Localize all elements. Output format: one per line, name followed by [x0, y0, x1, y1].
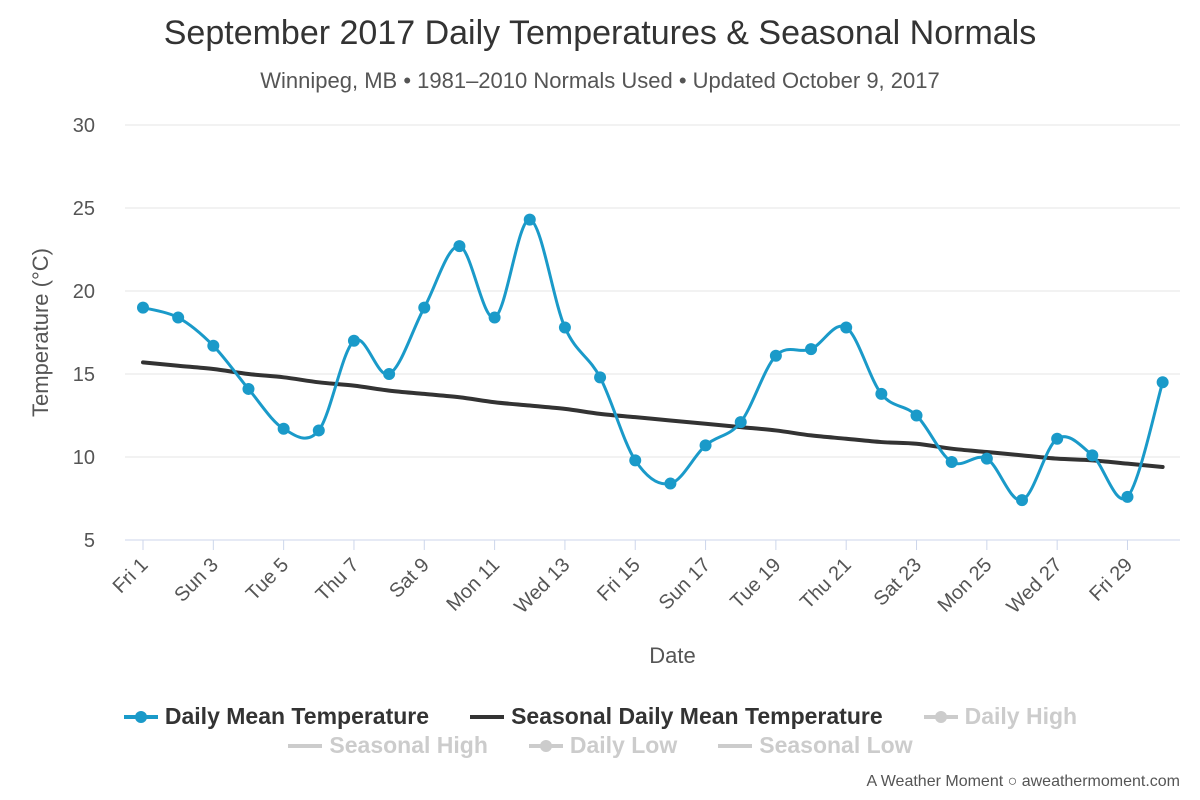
- chart-title: September 2017 Daily Temperatures & Seas…: [163, 14, 1037, 52]
- y-tick-label: 5: [84, 530, 95, 552]
- y-tick-label: 25: [73, 198, 95, 220]
- x-tick-label: Tue 5: [242, 554, 293, 605]
- data-point-daily-mean: [805, 343, 818, 356]
- x-tick-label: Sat 23: [870, 554, 926, 610]
- x-tick-label: Fri 15: [593, 554, 645, 606]
- data-point-daily-mean: [418, 301, 431, 314]
- data-point-daily-mean: [734, 416, 747, 429]
- data-point-daily-mean: [453, 240, 466, 253]
- x-tick-label: Sun 3: [170, 554, 223, 607]
- data-point-daily-mean: [558, 321, 571, 334]
- data-point-daily-mean: [699, 439, 712, 452]
- legend-row-2: Seasonal High Daily Low Seasonal Low: [0, 732, 1200, 759]
- data-point-daily-mean: [840, 321, 853, 334]
- x-tick-label: Wed 27: [1003, 554, 1067, 618]
- y-axis-title: Temperature (°C): [28, 248, 53, 417]
- legend-label: Daily Mean Temperature: [164, 703, 430, 729]
- y-tick-label: 10: [73, 447, 95, 469]
- data-point-daily-mean: [277, 422, 290, 435]
- data-point-daily-mean: [137, 301, 149, 314]
- legend-item-daily-low[interactable]: Daily Low: [528, 732, 677, 759]
- data-point-daily-mean: [523, 213, 536, 226]
- legend-item-seasonal-mean[interactable]: Seasonal Daily Mean Temperature: [469, 703, 883, 730]
- x-tick-label: Mon 25: [934, 554, 997, 617]
- x-tick-label: Thu 7: [312, 554, 364, 606]
- legend-line-icon: [470, 714, 505, 719]
- data-point-daily-mean: [945, 455, 958, 468]
- legend-item-daily-mean[interactable]: Daily Mean Temperature: [123, 703, 429, 730]
- x-tick-label: Thu 21: [796, 554, 856, 614]
- series-line-daily-mean: [141, 218, 1165, 502]
- y-tick-label: 15: [73, 364, 95, 386]
- x-tick-label: Fri 29: [1085, 554, 1137, 606]
- x-axis-title: Date: [649, 643, 695, 668]
- data-point-daily-mean: [910, 409, 923, 422]
- data-point-daily-mean: [1016, 494, 1028, 507]
- x-tick-label: Wed 13: [510, 554, 574, 618]
- legend-row-1: Daily Mean Temperature Seasonal Daily Me…: [0, 703, 1200, 730]
- legend-label: Daily Low: [569, 732, 678, 758]
- data-point-daily-mean: [980, 452, 993, 465]
- data-point-daily-mean: [242, 382, 255, 395]
- data-point-daily-mean: [1156, 376, 1169, 389]
- x-tick-label: Fri 1: [109, 554, 153, 598]
- legend-label: Seasonal Daily Mean Temperature: [511, 703, 883, 729]
- legend-item-seasonal-low[interactable]: Seasonal Low: [717, 732, 913, 759]
- data-point-daily-mean: [594, 371, 607, 384]
- x-tick-label: Mon 11: [442, 554, 504, 616]
- legend-line-marker-icon: [923, 710, 958, 723]
- data-point-daily-mean: [207, 339, 220, 352]
- credits-link[interactable]: A Weather Moment ○ aweathermoment.com: [866, 773, 1181, 790]
- data-point-daily-mean: [347, 334, 360, 347]
- legend-line-marker-icon: [123, 710, 158, 723]
- chart-subtitle: Winnipeg, MB • 1981–2010 Normals Used • …: [260, 68, 940, 93]
- data-point-daily-mean: [875, 387, 888, 400]
- y-tick-label: 30: [73, 115, 95, 137]
- data-point-daily-mean: [312, 424, 325, 437]
- data-point-daily-mean: [1051, 432, 1064, 445]
- legend-label: Daily High: [964, 703, 1078, 729]
- data-point-daily-mean: [769, 349, 782, 362]
- legend-label: Seasonal Low: [759, 732, 913, 758]
- series-line-seasonal-mean: [141, 360, 1165, 469]
- legend-line-icon: [718, 743, 753, 748]
- legend-line-marker-icon: [528, 739, 563, 752]
- x-tick-label: Sat 9: [385, 554, 434, 603]
- data-point-daily-mean: [664, 477, 677, 490]
- legend-line-icon: [288, 743, 323, 748]
- x-tick-label: Tue 19: [726, 554, 785, 613]
- data-point-daily-mean: [488, 311, 501, 324]
- data-point-daily-mean: [1121, 490, 1134, 503]
- legend-item-daily-high[interactable]: Daily High: [923, 703, 1077, 730]
- data-point-daily-mean: [629, 454, 642, 467]
- legend-label: Seasonal High: [329, 732, 488, 758]
- data-point-daily-mean: [1086, 449, 1099, 462]
- legend-item-seasonal-high[interactable]: Seasonal High: [287, 732, 488, 759]
- x-tick-label: Sun 17: [655, 554, 715, 614]
- data-point-daily-mean: [172, 311, 185, 324]
- data-point-daily-mean: [383, 368, 396, 380]
- y-tick-label: 20: [73, 281, 95, 303]
